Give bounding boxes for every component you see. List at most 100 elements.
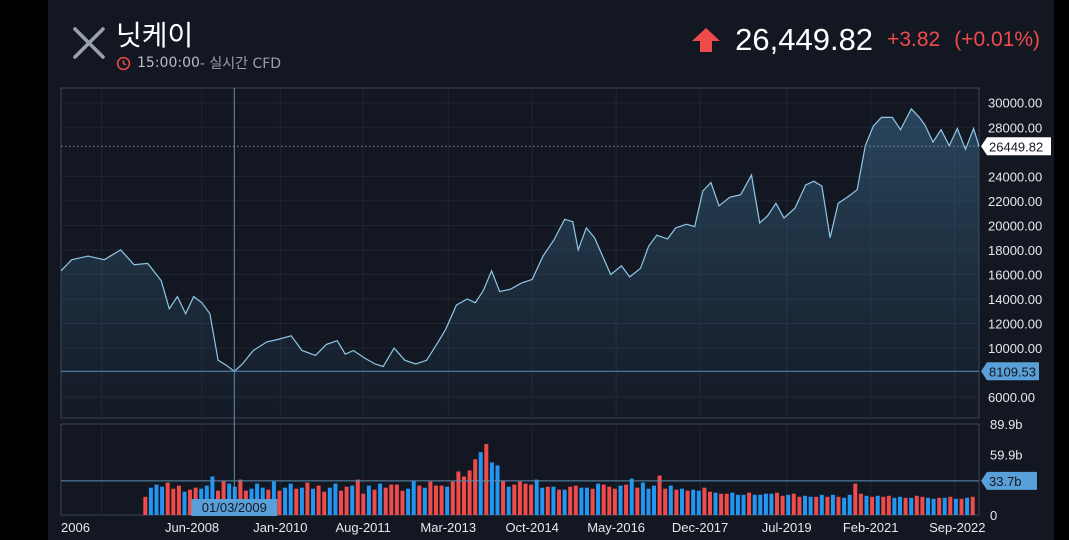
session-label: - 실시간 CFD bbox=[199, 56, 282, 72]
volume-bar bbox=[635, 487, 640, 515]
time-axis-label: Mar-2013 bbox=[420, 520, 476, 535]
volume-bar bbox=[953, 498, 958, 515]
volume-bar bbox=[495, 465, 500, 515]
volume-bar bbox=[601, 484, 606, 515]
volume-bar bbox=[512, 484, 517, 515]
time-axis-label: 2006 bbox=[61, 520, 90, 535]
time-axis-label: Oct-2014 bbox=[505, 520, 558, 535]
price-chart[interactable]: 30000.00 28000.00 24000.00 22000.00 20000.00… bbox=[48, 0, 1054, 540]
volume-bar bbox=[892, 497, 897, 515]
volume-bar bbox=[842, 497, 847, 515]
volume-bar bbox=[545, 486, 550, 515]
volume-axis-label: 0 bbox=[990, 508, 997, 523]
volume-bar bbox=[819, 494, 824, 515]
volume-bar bbox=[517, 481, 522, 515]
volume-bar bbox=[378, 483, 383, 515]
volume-bar bbox=[462, 476, 466, 515]
volume-bar bbox=[724, 493, 729, 515]
volume-bar bbox=[685, 490, 690, 515]
volume-bar bbox=[305, 482, 310, 515]
price-axis-label: 6000.00 bbox=[988, 390, 1035, 405]
price-axis-label: 10000.00 bbox=[988, 341, 1042, 356]
volume-bar bbox=[735, 494, 740, 515]
volume-bar bbox=[551, 486, 556, 515]
current-price-label: 26449.82 bbox=[989, 139, 1043, 154]
volume-bar bbox=[473, 459, 478, 515]
current-price-tag bbox=[981, 137, 1051, 156]
volume-bar bbox=[652, 485, 656, 515]
volume-bar bbox=[322, 491, 327, 515]
volume-bar bbox=[640, 482, 645, 515]
last-price: 26,449.82 bbox=[735, 22, 874, 57]
volume-bar bbox=[808, 496, 813, 515]
volume-bar bbox=[657, 475, 662, 515]
crosshair-volume-tag bbox=[981, 471, 1037, 490]
volume-bar bbox=[355, 479, 360, 515]
volume-bar bbox=[719, 493, 724, 515]
volume-bar bbox=[585, 487, 589, 515]
volume-bar bbox=[484, 444, 489, 515]
price-axis-label: 14000.00 bbox=[988, 292, 1042, 307]
volume-bar bbox=[372, 489, 377, 515]
volume-bar bbox=[668, 485, 673, 515]
arrow-up-icon bbox=[692, 28, 721, 52]
volume-bar bbox=[747, 492, 752, 515]
volume-bar bbox=[311, 488, 315, 515]
volume-bar bbox=[299, 487, 304, 515]
volume-bar bbox=[238, 479, 243, 515]
volume-bar bbox=[629, 478, 634, 515]
volume-bar bbox=[489, 462, 494, 515]
volume-bar bbox=[327, 487, 332, 515]
time-axis-label: Dec-2017 bbox=[672, 520, 728, 535]
volume-bar bbox=[160, 486, 165, 515]
time-axis-label: Jan-2010 bbox=[253, 520, 307, 535]
time-axis-label: May-2016 bbox=[587, 520, 645, 535]
volume-bar bbox=[568, 486, 573, 515]
volume-bar bbox=[612, 488, 617, 515]
crosshair-price-label: 8109.53 bbox=[989, 364, 1036, 379]
volume-bar bbox=[646, 488, 651, 515]
time-axis-label: Sep-2022 bbox=[929, 520, 985, 535]
price-axis-label: 24000.00 bbox=[988, 169, 1042, 184]
volume-bar bbox=[814, 496, 819, 515]
volume-bar bbox=[506, 486, 511, 515]
session-time: 15:00:00 bbox=[137, 55, 200, 71]
volume-bar bbox=[858, 493, 863, 515]
volume-bar bbox=[590, 488, 595, 515]
price-axis-label: 16000.00 bbox=[988, 267, 1042, 282]
volume-bar bbox=[752, 494, 757, 515]
volume-bar bbox=[501, 480, 506, 515]
volume-bar bbox=[271, 481, 276, 515]
volume-bar bbox=[853, 483, 858, 515]
volume-bar bbox=[422, 487, 427, 515]
volume-bar bbox=[366, 485, 371, 515]
volume-bar bbox=[540, 487, 545, 515]
volume-bar bbox=[797, 496, 802, 515]
volume-bar bbox=[445, 486, 450, 515]
volume-bar bbox=[428, 481, 433, 515]
volume-bar bbox=[775, 492, 779, 515]
crosshair-date-tag bbox=[191, 499, 278, 516]
volume-bar bbox=[763, 493, 768, 515]
volume-bar bbox=[143, 496, 148, 515]
volume-bar bbox=[663, 488, 668, 515]
price-axis-label: 12000.00 bbox=[988, 317, 1042, 332]
volume-bar bbox=[791, 493, 796, 515]
volume-bar bbox=[361, 493, 366, 515]
close-icon[interactable] bbox=[70, 24, 108, 62]
volume-bar bbox=[450, 481, 455, 515]
crosshair-date-label: 01/03/2009 bbox=[202, 500, 267, 515]
volume-bar bbox=[696, 490, 701, 515]
volume-bar bbox=[294, 488, 299, 515]
chart-screen: 닛케이 15:00:00 - 실시간 CFD 26,449.82 +3.82 (… bbox=[48, 0, 1054, 540]
volume-axis-label: 59.9b bbox=[990, 447, 1023, 462]
volume-bar bbox=[411, 480, 416, 515]
volume-bar bbox=[713, 492, 718, 515]
volume-bar bbox=[171, 488, 176, 515]
volume-bar bbox=[786, 494, 791, 515]
volume-bar bbox=[383, 487, 388, 515]
price-axis-label: 28000.00 bbox=[988, 120, 1042, 135]
volume-bar bbox=[389, 484, 394, 515]
volume-bar bbox=[562, 489, 567, 515]
volume-bar bbox=[400, 490, 405, 515]
